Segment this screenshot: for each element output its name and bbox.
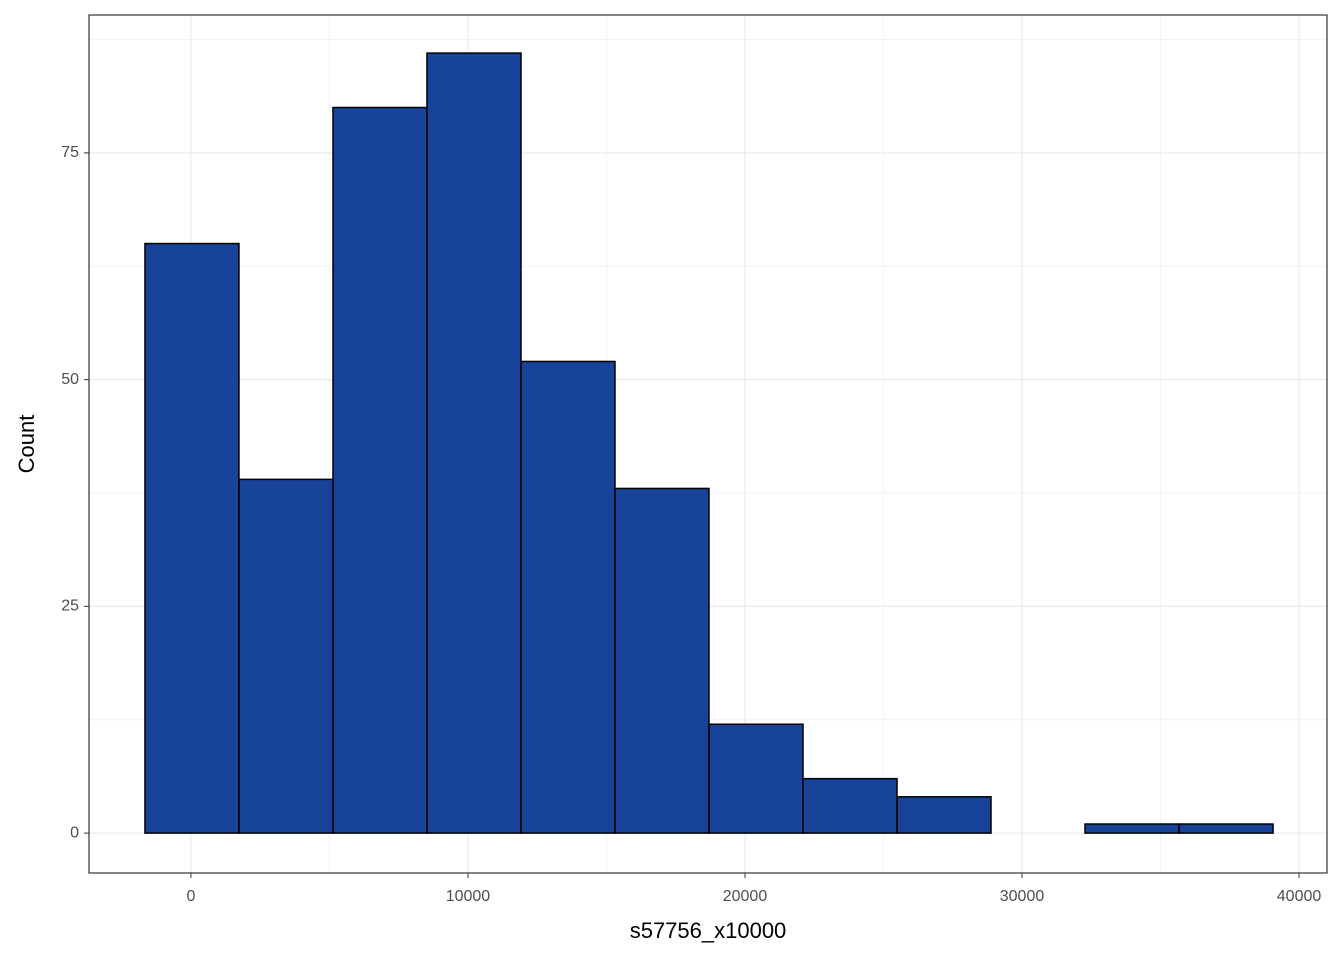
bar (144, 242, 240, 834)
bar (614, 487, 710, 834)
bar (802, 777, 898, 834)
y-tick-label: 0 (70, 824, 79, 841)
bar (520, 360, 616, 834)
bar (238, 478, 334, 834)
y-tick-label: 50 (61, 371, 79, 388)
bar (708, 723, 804, 834)
y-tick-label: 75 (61, 144, 79, 161)
bar (896, 796, 992, 834)
x-tick-label: 20000 (723, 888, 768, 905)
x-tick-label: 10000 (446, 888, 491, 905)
bar (1084, 823, 1180, 834)
y-axis-title: Count (14, 415, 39, 474)
panel-border (88, 14, 1328, 874)
y-tick-label: 25 (61, 598, 79, 615)
x-tick-label: 40000 (1277, 888, 1322, 905)
x-axis-title: s57756_x10000 (630, 918, 787, 943)
bar (332, 106, 428, 834)
bar (426, 52, 522, 834)
x-tick-label: 0 (186, 888, 195, 905)
bar (1178, 823, 1274, 834)
x-tick-label: 30000 (1000, 888, 1045, 905)
